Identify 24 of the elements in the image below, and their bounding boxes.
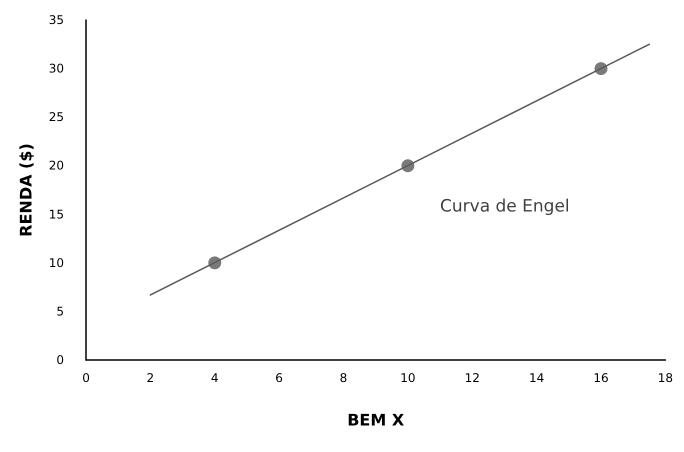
point (401, 159, 414, 172)
point (594, 62, 608, 76)
x-tick-label: 10 (400, 371, 416, 385)
x-axis-title: BEM X (347, 410, 405, 430)
y-tick-label: 10 (48, 256, 64, 270)
y-tick-label: 5 (56, 304, 64, 318)
y-tick-label: 30 (48, 62, 64, 76)
y-tick-label: 25 (48, 110, 64, 124)
x-tick-label: 16 (593, 371, 609, 385)
x-tick-label: 4 (210, 371, 219, 385)
x-tick-label: 6 (275, 371, 283, 385)
y-tick-label: 15 (48, 207, 64, 222)
point (208, 256, 222, 270)
y-axis-title: RENDA ($) (16, 143, 36, 237)
annotation: Curva de Engel (440, 196, 570, 216)
x-tick-label: 12 (464, 371, 480, 385)
x-tick-label: 14 (528, 371, 544, 385)
x-tick-label: 8 (340, 371, 348, 385)
y-tick-label: 20 (48, 158, 64, 173)
x-tick-label: 18 (658, 371, 674, 385)
y-tick-label: 35 (48, 13, 64, 27)
y-tick-label: 0 (56, 353, 64, 367)
x-tick-label: 0 (82, 371, 90, 385)
x-tick-label: 2 (146, 371, 154, 385)
